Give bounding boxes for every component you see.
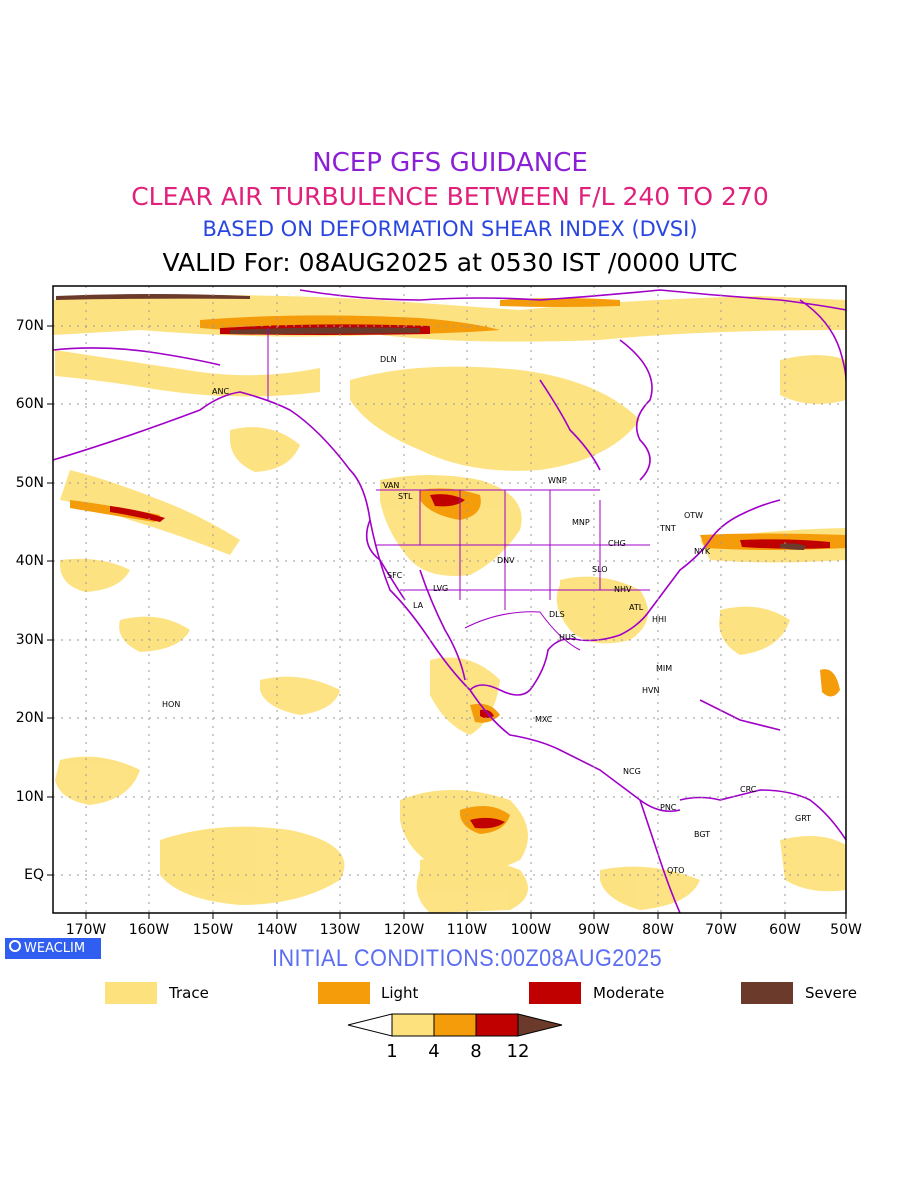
colorbar-trace bbox=[391, 1013, 435, 1037]
station-nhv: NHV bbox=[614, 585, 632, 594]
station-slo: SLO bbox=[592, 565, 608, 574]
station-hhi: HHI bbox=[652, 615, 666, 624]
lat-label-10n: 10N bbox=[16, 789, 44, 805]
legend-light-swatch bbox=[318, 982, 370, 1004]
station-dls: DLS bbox=[549, 610, 565, 619]
lon-label-140w: 140W bbox=[257, 922, 298, 938]
lon-label-160w: 160W bbox=[129, 922, 170, 938]
colorbar: 1 4 8 12 bbox=[347, 1013, 563, 1062]
colorbar-ticks: 1 4 8 12 bbox=[386, 1041, 529, 1062]
station-atl: ATL bbox=[629, 603, 644, 612]
station-hon: HON bbox=[162, 700, 180, 709]
station-qto: QTO bbox=[667, 866, 684, 875]
latitude-labels: 70N 60N 50N 40N 30N 20N 10N EQ bbox=[16, 318, 44, 883]
station-lvg: LVG bbox=[433, 584, 448, 593]
lat-label-20n: 20N bbox=[16, 710, 44, 726]
station-anc: ANC bbox=[212, 387, 229, 396]
lat-label-30n: 30N bbox=[16, 632, 44, 648]
station-mim: MIM bbox=[656, 664, 672, 673]
weaclim-logo-icon bbox=[9, 940, 21, 952]
station-crc: CRC bbox=[740, 785, 757, 794]
severe-shading bbox=[56, 294, 806, 550]
lon-label-120w: 120W bbox=[384, 922, 425, 938]
legend-moderate-label: Moderate bbox=[593, 984, 665, 1002]
station-stl: STL bbox=[398, 492, 413, 501]
lat-label-50n: 50N bbox=[16, 475, 44, 491]
title-product: CLEAR AIR TURBULENCE BETWEEN F/L 240 TO … bbox=[131, 182, 769, 211]
colorbar-tick-8: 8 bbox=[470, 1041, 481, 1062]
station-hus: HUS bbox=[559, 633, 576, 642]
lon-label-50w: 50W bbox=[830, 922, 862, 938]
title-method: BASED ON DEFORMATION SHEAR INDEX (DVSI) bbox=[202, 217, 698, 241]
lon-label-90w: 90W bbox=[578, 922, 610, 938]
colorbar-low-arrow bbox=[347, 1013, 393, 1037]
weaclim-logo-text: WEACLIM bbox=[24, 941, 86, 956]
legend-trace-label: Trace bbox=[169, 984, 209, 1002]
station-hvn: HVN bbox=[642, 686, 659, 695]
longitude-labels: 170W 160W 150W 140W 130W 120W 110W 100W 90W 80W 70… bbox=[66, 922, 862, 938]
axis-ticks bbox=[47, 325, 847, 919]
station-pnc: PNC bbox=[660, 803, 677, 812]
political-borders bbox=[267, 328, 650, 651]
colorbar-tick-4: 4 bbox=[428, 1041, 439, 1062]
weaclim-logo: WEACLIM bbox=[5, 938, 101, 959]
station-ncg: NCG bbox=[623, 767, 641, 776]
legend-light-label: Light bbox=[381, 984, 419, 1002]
legend-trace-swatch bbox=[105, 982, 157, 1004]
title-model: NCEP GFS GUIDANCE bbox=[312, 148, 588, 178]
station-tnt: TNT bbox=[659, 524, 676, 533]
title-valid-time: VALID For: 08AUG2025 at 0530 IST /0000 U… bbox=[162, 248, 738, 277]
colorbar-tick-12: 12 bbox=[507, 1041, 530, 1062]
colorbar-high-arrow bbox=[517, 1013, 563, 1037]
legend-severe-label: Severe bbox=[805, 984, 857, 1002]
lat-label-eq: EQ bbox=[24, 867, 44, 883]
station-wnp: WNP bbox=[548, 476, 567, 485]
lon-label-130w: 130W bbox=[320, 922, 361, 938]
lon-label-60w: 60W bbox=[769, 922, 801, 938]
lat-label-40n: 40N bbox=[16, 553, 44, 569]
lon-label-170w: 170W bbox=[66, 922, 107, 938]
colorbar-tick-1: 1 bbox=[386, 1041, 397, 1062]
station-otw: OTW bbox=[684, 511, 703, 520]
map-frame bbox=[52, 285, 847, 914]
station-grt: GRT bbox=[795, 814, 811, 823]
station-sfc: SFC bbox=[387, 571, 403, 580]
initial-conditions: INITIAL CONDITIONS:00Z08AUG2025 bbox=[272, 945, 663, 972]
lat-label-60n: 60N bbox=[16, 396, 44, 412]
station-dln: DLN bbox=[380, 355, 397, 364]
station-la: LA bbox=[413, 601, 424, 610]
graticule bbox=[53, 286, 846, 913]
station-van: VAN bbox=[383, 481, 399, 490]
station-bgt: BGT bbox=[694, 830, 710, 839]
legend-moderate-swatch bbox=[529, 982, 581, 1004]
map-area: ANC DLN VAN STL WNP MNP OTW TNT CHG NYK DNV SFC SLO L… bbox=[53, 286, 846, 913]
coastlines bbox=[53, 289, 846, 913]
station-dnv: DNV bbox=[497, 556, 515, 565]
lon-label-100w: 100W bbox=[511, 922, 552, 938]
station-chg: CHG bbox=[608, 539, 626, 548]
colorbar-light bbox=[433, 1013, 477, 1037]
lon-label-80w: 80W bbox=[642, 922, 674, 938]
lon-label-110w: 110W bbox=[447, 922, 488, 938]
lon-label-150w: 150W bbox=[193, 922, 234, 938]
station-nyk: NYK bbox=[694, 547, 711, 556]
station-mxc: MXC bbox=[535, 715, 553, 724]
legend-severe-swatch bbox=[741, 982, 793, 1004]
station-mnp: MNP bbox=[572, 518, 590, 527]
lon-label-70w: 70W bbox=[705, 922, 737, 938]
station-labels: ANC DLN VAN STL WNP MNP OTW TNT CHG NYK DNV SFC SLO L… bbox=[162, 355, 811, 875]
lat-label-70n: 70N bbox=[16, 318, 44, 334]
colorbar-moderate bbox=[475, 1013, 519, 1037]
